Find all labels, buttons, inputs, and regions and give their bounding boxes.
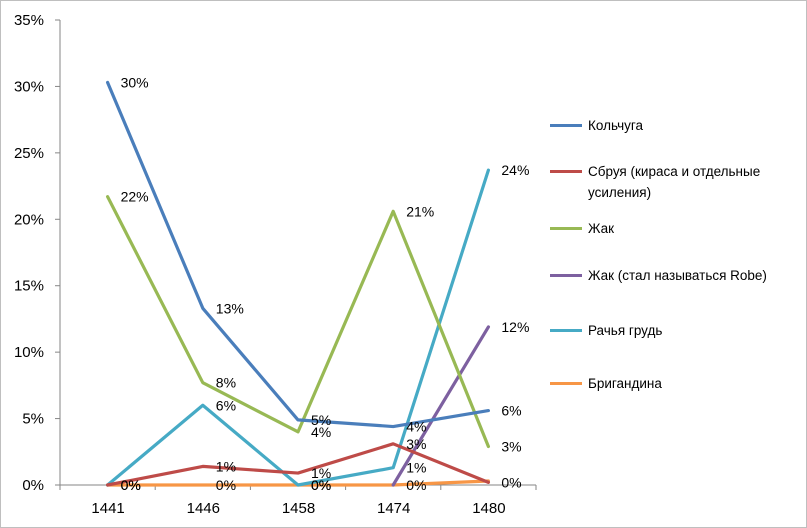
data-label: 0% — [311, 477, 331, 493]
data-label: 30% — [121, 74, 149, 90]
legend-entry: Жак — [550, 218, 800, 239]
x-axis-tick-labels: 1441 1446 1458 1474 1480 — [91, 500, 505, 517]
legend-swatch — [550, 170, 582, 173]
data-label: 1% — [311, 465, 331, 481]
data-label: 1% — [406, 460, 426, 476]
data-label: 4% — [311, 424, 331, 440]
data-label: 1% — [216, 458, 236, 474]
legend-swatch — [550, 274, 582, 277]
data-label: 12% — [501, 319, 529, 335]
legend-swatch — [550, 329, 582, 332]
data-label: 3% — [406, 436, 426, 452]
legend-entry: Жак (стал называться Robe) — [550, 265, 800, 286]
data-label: 4% — [406, 419, 426, 435]
chart-axes — [55, 19, 537, 490]
legend-entry: Бригандина — [550, 373, 800, 394]
data-label: 3% — [501, 438, 521, 454]
y-tick-label: 10% — [14, 344, 44, 361]
data-label: 0% — [406, 477, 426, 493]
x-tick-label: 1441 — [91, 500, 124, 517]
legend-swatch — [550, 382, 582, 385]
y-tick-label: 0% — [22, 477, 44, 494]
y-tick-label: 35% — [14, 12, 44, 29]
x-tick-label: 1458 — [282, 500, 315, 517]
data-label: 21% — [406, 203, 434, 219]
series-0-line — [105, 80, 490, 429]
legend-swatch — [550, 227, 582, 230]
data-label: 6% — [216, 397, 236, 413]
x-tick-label: 1474 — [377, 500, 410, 517]
legend-label: Сбруя (кираса и отдельные усиления) — [588, 164, 761, 200]
y-axis-tick-labels: 0% 5% 10% 15% 20% 25% 30% 35% — [14, 12, 44, 494]
legend-label: Кольчуга — [588, 118, 644, 133]
series-4-line — [105, 168, 490, 487]
x-tick-label: 1480 — [472, 500, 505, 517]
y-tick-label: 20% — [14, 211, 44, 228]
legend-label: Рачья грудь — [588, 323, 663, 338]
series-1-line — [105, 442, 490, 487]
data-label: 24% — [501, 162, 529, 178]
legend-label: Бригандина — [588, 376, 662, 391]
data-label: 8% — [216, 375, 236, 391]
data-label: 6% — [501, 403, 521, 419]
legend-entry: Сбруя (кираса и отдельные усиления) — [550, 161, 800, 203]
series-3-line — [391, 325, 490, 487]
data-label: 5% — [311, 412, 331, 428]
series-lines — [105, 80, 490, 487]
data-label: 0% — [311, 477, 331, 493]
legend-label: Жак — [588, 221, 615, 236]
data-label: 0% — [501, 474, 521, 490]
data-label: 22% — [121, 189, 149, 205]
data-label: 13% — [216, 300, 244, 316]
data-label: 0% — [121, 477, 141, 493]
data-labels: 30%13%5% 4%6%0%1% 1%3%0%22%8%4%21%3%12%6%0… — [121, 74, 530, 493]
y-tick-label: 30% — [14, 78, 44, 95]
x-tick-label: 1446 — [187, 500, 220, 517]
y-tick-label: 25% — [14, 145, 44, 162]
data-label: 0% — [121, 477, 141, 493]
legend-entry: Рачья грудь — [550, 320, 800, 341]
series-2-line — [105, 195, 490, 449]
legend-entry: Кольчуга — [550, 115, 800, 136]
legend-label: Жак (стал называться Robe) — [588, 268, 767, 283]
data-label: 0% — [216, 477, 236, 493]
y-tick-label: 5% — [22, 411, 44, 428]
legend-swatch — [550, 124, 582, 127]
y-tick-label: 15% — [14, 278, 44, 295]
